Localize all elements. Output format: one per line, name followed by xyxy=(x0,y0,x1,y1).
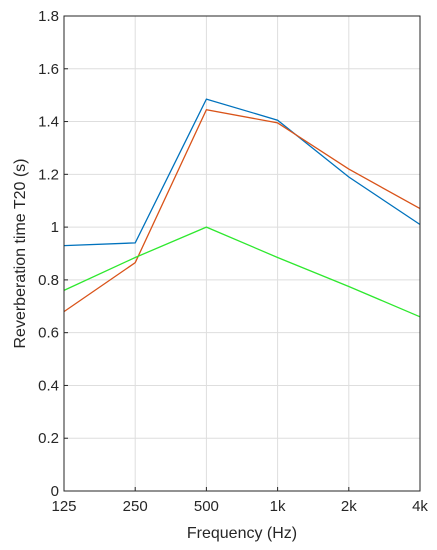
plot-frame xyxy=(63,15,421,492)
series-layer xyxy=(63,98,421,318)
y-tick-label: 1.8 xyxy=(38,8,59,25)
plot-area xyxy=(64,16,420,491)
x-tick-label: 125 xyxy=(51,498,76,515)
x-tick-label: 1k xyxy=(270,498,286,515)
y-tick-label: 0.4 xyxy=(38,377,59,394)
y-tick-labels: 0 0.2 0.4 0.6 0.8 1 1.2 1.4 1.6 1.8 xyxy=(38,8,68,500)
y-tick-label: 1.6 xyxy=(38,61,59,78)
series-line-3 xyxy=(63,226,421,318)
x-tick-label: 2k xyxy=(341,498,357,515)
series-line-1 xyxy=(63,98,421,247)
y-tick-label: 0.6 xyxy=(38,325,59,342)
x-tick-label: 4k xyxy=(412,498,428,515)
x-tick-label: 500 xyxy=(194,498,219,515)
y-tick-label: 1 xyxy=(51,219,59,236)
grid-lines xyxy=(64,16,420,491)
y-axis-label: Reverberation time T20 (s) xyxy=(12,159,29,349)
y-tick-label: 0.8 xyxy=(38,272,59,289)
y-tick-label: 0.2 xyxy=(38,430,59,447)
x-axis-label: Frequency (Hz) xyxy=(187,525,297,542)
x-tick-label: 250 xyxy=(123,498,148,515)
x-tick-labels: 125 250 500 1k 2k 4k xyxy=(51,487,428,515)
y-tick-label: 1.4 xyxy=(38,114,59,131)
series-line-2 xyxy=(63,108,421,313)
y-tick-label: 0 xyxy=(51,483,59,500)
y-tick-label: 1.2 xyxy=(38,166,59,183)
